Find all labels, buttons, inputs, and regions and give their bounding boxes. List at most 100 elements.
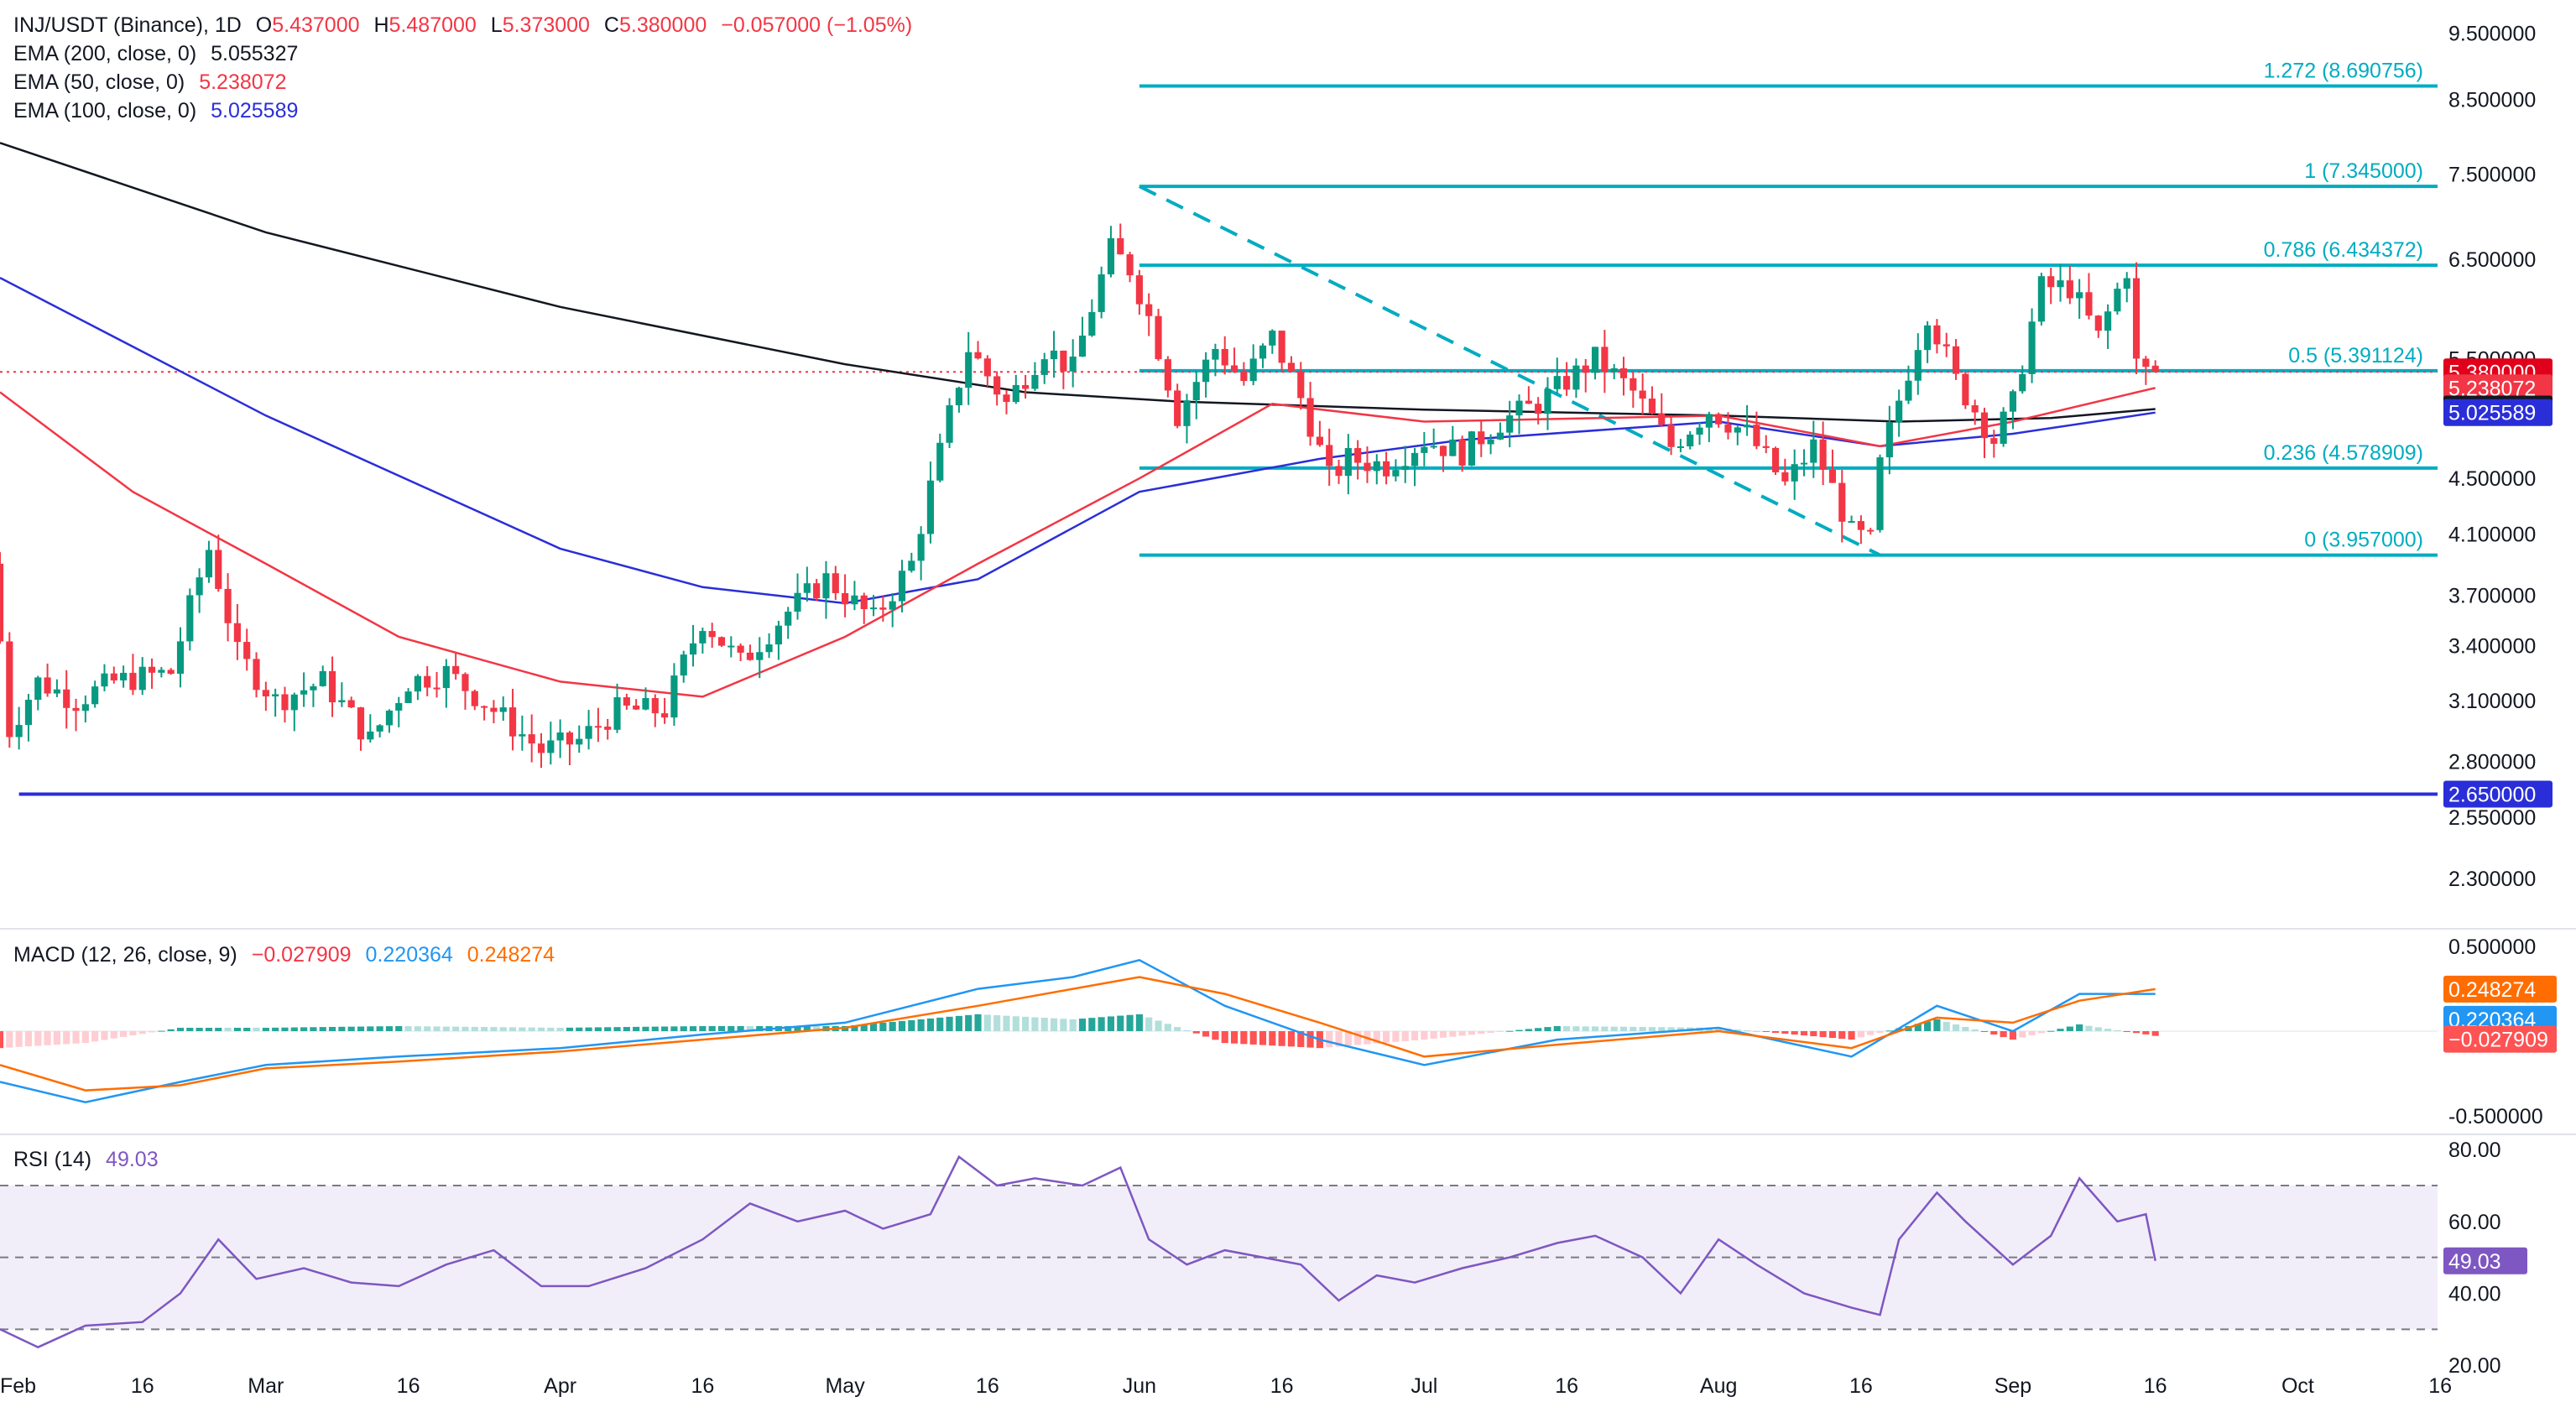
macd-histogram-bar xyxy=(1278,1031,1285,1046)
macd-histogram-bar xyxy=(803,1025,811,1031)
high-label: H xyxy=(373,13,389,37)
macd-histogram-bar xyxy=(1630,1026,1637,1031)
rsi-axis-label-box xyxy=(2443,1247,2527,1274)
candle-body xyxy=(1155,315,1162,360)
candle-body xyxy=(1364,462,1371,472)
price-axis-label-box xyxy=(2443,374,2553,402)
candle-body xyxy=(1496,432,1504,440)
macd-hist-value: −0.027909 xyxy=(251,943,352,967)
macd-histogram-bar xyxy=(1060,1019,1067,1031)
date-axis-tick: 16 xyxy=(131,1374,154,1398)
macd-histogram-bar xyxy=(1164,1024,1171,1031)
macd-histogram-bar xyxy=(1914,1024,1922,1031)
date-axis-tick: Mar xyxy=(248,1374,284,1398)
macd-histogram-bar xyxy=(167,1029,175,1031)
macd-histogram-bar xyxy=(1648,1027,1656,1031)
macd-histogram-bar xyxy=(908,1019,915,1031)
candle-body xyxy=(993,376,1001,395)
macd-histogram-bar xyxy=(965,1014,973,1031)
date-axis-tick: Apr xyxy=(544,1374,576,1398)
macd-histogram-bar xyxy=(1269,1031,1276,1046)
candle-body xyxy=(1040,359,1048,375)
candle-body xyxy=(1810,439,1817,463)
macd-histogram-bar xyxy=(926,1018,935,1031)
macd-histogram-bar xyxy=(1876,1031,1884,1034)
macd-histogram-bar xyxy=(272,1027,279,1031)
candle-body xyxy=(1126,254,1134,276)
macd-histogram-bar xyxy=(1952,1024,1960,1031)
candle-body xyxy=(1212,348,1219,360)
candle-body xyxy=(774,625,782,645)
date-axis-tick: 16 xyxy=(2144,1374,2167,1398)
ema50-line xyxy=(0,387,2156,698)
candle-body xyxy=(1192,382,1200,401)
macd-histogram-bar xyxy=(1667,1027,1675,1031)
macd-histogram-bar xyxy=(1601,1026,1609,1031)
ema50-legend[interactable]: EMA (50, close, 0) 5.238072 xyxy=(13,70,295,95)
candle-body xyxy=(1383,461,1390,477)
rsi-legend[interactable]: RSI (14) 49.03 xyxy=(13,1148,167,1172)
candle-body xyxy=(1269,331,1276,346)
price-axis-tick: 2.550000 xyxy=(2448,806,2536,830)
macd-histogram-bar xyxy=(1050,1018,1058,1031)
ema100-legend[interactable]: EMA (100, close, 0) 5.025589 xyxy=(13,99,306,123)
open-value: 5.437000 xyxy=(272,13,360,37)
candle-body xyxy=(717,637,726,646)
candle-body xyxy=(404,691,412,703)
price-axis-tick: 8.500000 xyxy=(2448,88,2536,112)
candle-body xyxy=(1230,365,1238,371)
macd-histogram-bar xyxy=(1088,1018,1096,1031)
price-axis-tick: 7.500000 xyxy=(2448,163,2536,186)
macd-histogram-bar xyxy=(1411,1031,1419,1040)
macd-histogram-bar xyxy=(1828,1031,1837,1039)
ema200-legend[interactable]: EMA (200, close, 0) 5.055327 xyxy=(13,42,306,66)
ema200-label: EMA (200, close, 0) xyxy=(13,42,197,65)
candle-body xyxy=(120,672,128,680)
candle-body xyxy=(2123,278,2130,289)
candle-body xyxy=(262,690,269,696)
macd-legend[interactable]: MACD (12, 26, close, 9) −0.027909 0.2203… xyxy=(13,943,563,967)
macd-histogram-bar xyxy=(1857,1031,1864,1038)
macd-histogram-bar xyxy=(2028,1031,2036,1035)
candle-body xyxy=(623,697,630,706)
macd-histogram-bar xyxy=(357,1026,365,1031)
macd-histogram-bar xyxy=(2076,1024,2083,1031)
candles xyxy=(0,223,2159,769)
candle-body xyxy=(1174,390,1181,426)
candle-body xyxy=(1676,446,1684,448)
macd-histogram-bar xyxy=(2151,1031,2159,1036)
candle-body xyxy=(794,592,801,612)
macd-histogram-bar xyxy=(1506,1030,1514,1032)
macd-histogram-bar xyxy=(946,1016,953,1031)
candle-body xyxy=(1942,344,1950,347)
candle-body xyxy=(1828,469,1837,483)
macd-histogram-bar xyxy=(1249,1031,1257,1045)
macd-histogram-bar xyxy=(1098,1017,1105,1031)
candle-body xyxy=(1088,311,1096,336)
candle-body xyxy=(1506,415,1514,433)
macd-histogram-bar xyxy=(1544,1027,1551,1031)
candle-body xyxy=(1515,400,1523,416)
date-axis-tick: 16 xyxy=(1849,1374,1873,1398)
candle-body xyxy=(1145,304,1153,316)
candle-body xyxy=(1781,472,1789,482)
candle-body xyxy=(1933,325,1941,345)
candle-body xyxy=(576,738,583,745)
candle-body xyxy=(357,707,365,740)
macd-histogram-bar xyxy=(281,1027,289,1031)
candle-body xyxy=(481,706,488,708)
candle-body xyxy=(670,675,678,718)
date-axis-tick: Sep xyxy=(1995,1374,2031,1398)
macd-histogram-bar xyxy=(347,1026,355,1031)
candle-body xyxy=(1487,439,1494,445)
trend-line xyxy=(1139,185,1881,557)
candle-body xyxy=(2057,280,2064,288)
candle-body xyxy=(452,665,460,675)
date-axis-tick: Jun xyxy=(1123,1374,1156,1398)
candle-body xyxy=(281,694,289,711)
candle-body xyxy=(1335,466,1343,477)
macd-histogram-bar xyxy=(642,1026,649,1031)
candle-body xyxy=(1107,237,1115,274)
price-axis-tick: 4.500000 xyxy=(2448,467,2536,491)
